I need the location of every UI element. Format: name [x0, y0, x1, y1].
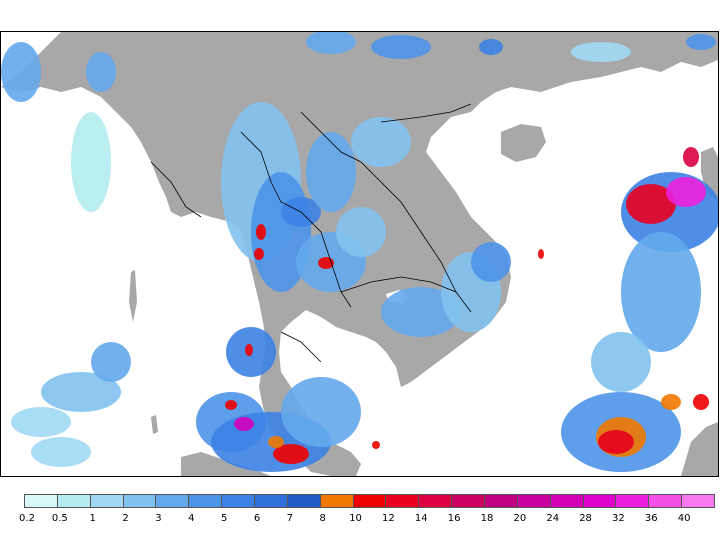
legend-swatch	[681, 494, 715, 508]
heavy-rain-cell	[538, 249, 544, 259]
heavy-rain-cell	[254, 248, 264, 260]
heavy-rain-cell	[683, 147, 699, 167]
heavy-rain-cell	[256, 224, 266, 240]
rain-area	[479, 39, 503, 55]
heavy-rain-cell	[268, 436, 284, 448]
legend-swatch	[286, 494, 321, 508]
rain-area	[381, 287, 461, 337]
heavy-rain-cell	[626, 184, 676, 224]
legend-swatch	[418, 494, 453, 508]
sumatra	[181, 452, 271, 476]
heavy-rain-cell	[273, 444, 309, 464]
rain-area	[471, 242, 511, 282]
legend-tick-label: 14	[414, 513, 428, 524]
rain-area	[41, 372, 121, 412]
legend-swatch	[155, 494, 190, 508]
country-borders	[150, 103, 472, 363]
map-canvas	[1, 32, 718, 476]
heavy-rain-cell	[661, 394, 681, 410]
border-line	[340, 276, 472, 313]
heavy-rain-cell	[372, 441, 380, 449]
heavy-rain-cell	[245, 344, 253, 356]
rain-area	[91, 342, 131, 382]
legend-swatch	[188, 494, 223, 508]
legend-tick-label: 18	[480, 513, 494, 524]
heavy-rain-cell	[598, 430, 634, 454]
legend-tick-label: 32	[612, 513, 625, 524]
nicobar-islands	[151, 415, 158, 434]
precipitation-layer	[1, 32, 718, 472]
borneo	[681, 422, 718, 476]
legend-tick-label: 40	[677, 513, 691, 524]
border-line	[300, 111, 457, 293]
legend-tick-label: 16	[447, 513, 461, 524]
legend-swatch	[582, 494, 617, 508]
legend-swatch	[549, 494, 584, 508]
rain-area	[686, 34, 716, 50]
legend-swatch	[615, 494, 650, 508]
legend-tick-label: 8	[319, 513, 326, 524]
legend-tick-label: 28	[579, 513, 592, 524]
legend-swatch	[221, 494, 255, 508]
rain-area	[306, 32, 356, 54]
legend-tick-label: 36	[644, 513, 658, 524]
legend-tick-label: 0.2	[19, 513, 35, 524]
rain-area	[71, 112, 111, 212]
color-legend	[24, 494, 715, 510]
legend-swatch	[319, 494, 354, 508]
legend-swatch	[648, 494, 683, 508]
heavy-rain-cell	[666, 177, 706, 207]
rain-area	[281, 377, 361, 447]
legend-swatch	[24, 494, 58, 508]
legend-tick-label: 1	[89, 513, 96, 524]
legend-swatch	[484, 494, 518, 508]
rain-area	[571, 42, 631, 62]
rain-area	[371, 35, 431, 59]
legend-tick-label: 5	[220, 513, 228, 524]
legend-swatch	[56, 494, 91, 508]
rain-area	[11, 407, 71, 437]
border-line	[150, 161, 202, 218]
legend-tick-label: 3	[155, 513, 162, 524]
rain-area	[86, 52, 116, 92]
legend-swatch	[516, 494, 551, 508]
rain-area	[621, 232, 701, 352]
rain-area	[591, 332, 651, 392]
heavy-rain-cell	[693, 394, 709, 410]
rain-area	[1, 42, 41, 102]
rain-area	[351, 117, 411, 167]
legend-tick-label: 20	[513, 513, 527, 524]
legend-swatch	[89, 494, 124, 508]
heavy-rain-cell	[225, 400, 237, 410]
legend-tick-label: 2	[122, 513, 129, 524]
rain-area	[336, 207, 386, 257]
legend-swatch	[352, 494, 387, 508]
rain-area	[306, 132, 356, 212]
legend-tick-label: 12	[382, 513, 395, 524]
border-line	[280, 331, 322, 363]
legend-swatch	[122, 494, 157, 508]
legend-tick-label: 4	[188, 513, 195, 524]
andaman-islands	[129, 270, 137, 322]
legend-swatch	[451, 494, 485, 508]
hainan-island	[501, 124, 546, 162]
legend-swatch	[254, 494, 288, 508]
rain-area	[31, 437, 91, 467]
precipitation-map	[0, 31, 719, 477]
legend-tick-label: 24	[546, 513, 560, 524]
legend-swatch	[385, 494, 420, 508]
legend-tick-label: 10	[349, 513, 362, 524]
border-line	[380, 103, 472, 123]
border-line	[240, 131, 352, 308]
heavy-rain-cell	[234, 417, 254, 431]
legend-tick-label: 0.5	[51, 513, 68, 524]
legend-tick-label: 6	[253, 513, 261, 524]
legend-tick-label: 7	[286, 513, 294, 524]
